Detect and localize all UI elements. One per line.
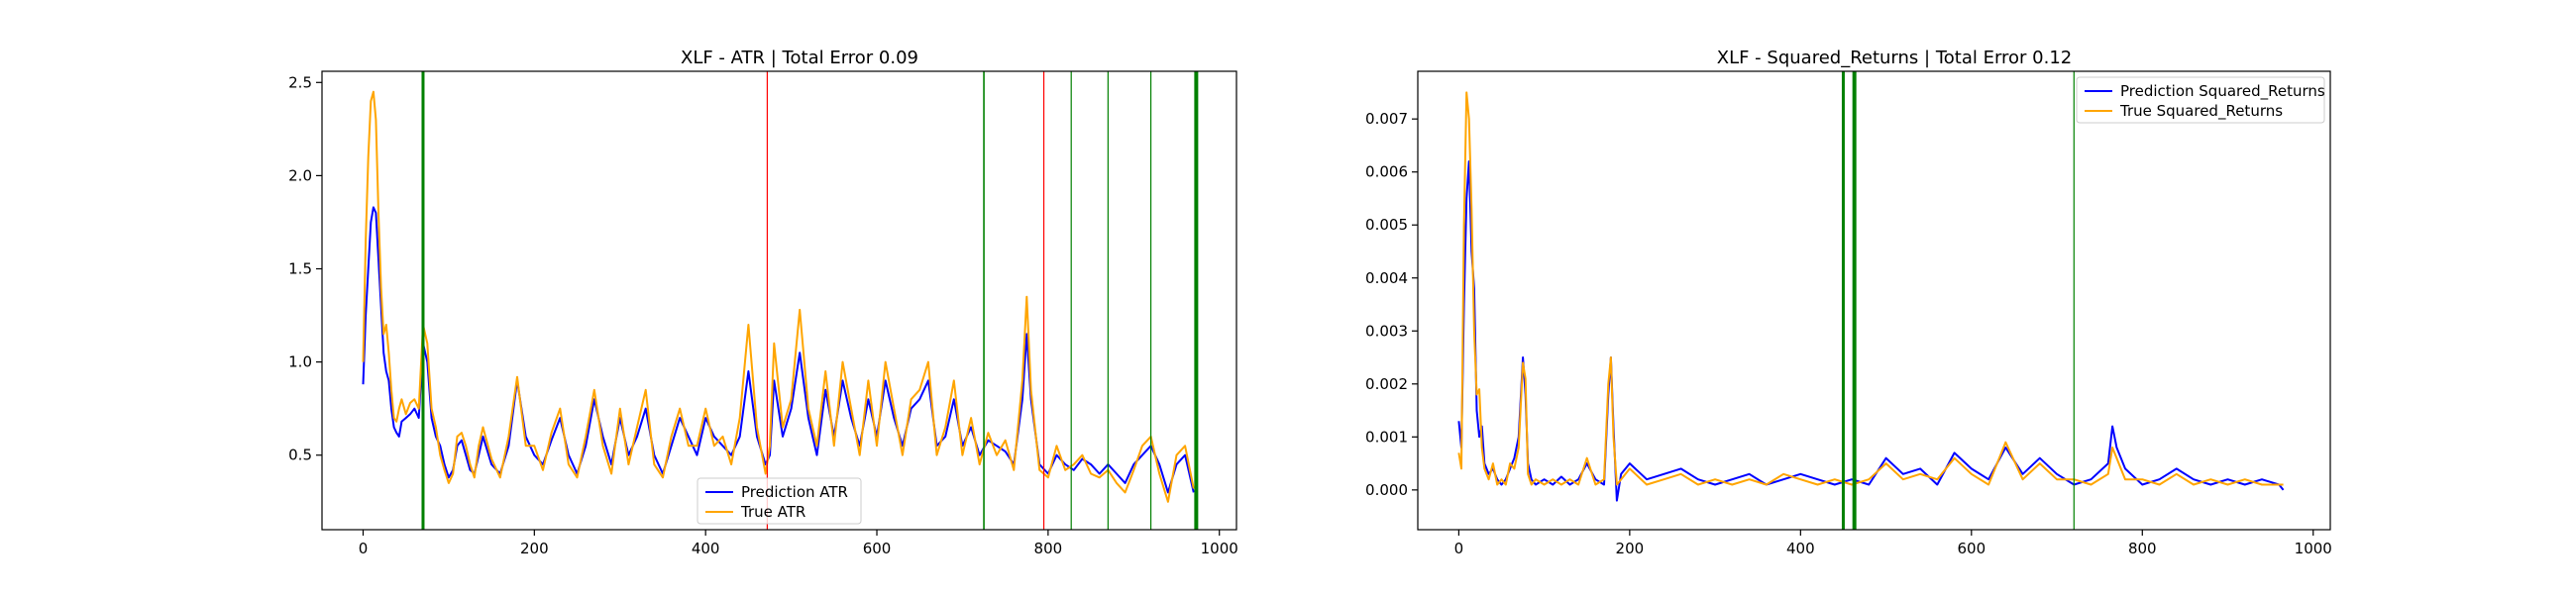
squared-returns-y-tick-label: 0.006 xyxy=(1365,163,1408,181)
atr-legend: Prediction ATR True ATR xyxy=(697,477,862,525)
squared-returns-series-prediction-line xyxy=(1457,160,2285,502)
squared-returns-x-tick-label: 200 xyxy=(1616,540,1645,557)
atr-x-tick-label: 600 xyxy=(863,540,892,557)
atr-legend-label: True ATR xyxy=(740,503,805,521)
atr-x-tick-label: 200 xyxy=(520,540,549,557)
squared-returns-y-tick-label: 0.004 xyxy=(1365,269,1408,287)
squared-returns-y-tick-label: 0.002 xyxy=(1365,375,1408,393)
atr-x-tick-label: 0 xyxy=(359,540,369,557)
atr-x-tick-label: 800 xyxy=(1034,540,1063,557)
squared-returns-chart-title: XLF - Squared_Returns | Total Error 0.12 xyxy=(1717,48,2073,68)
atr-y-tick-label: 0.5 xyxy=(288,447,312,464)
squared-returns-y-tick-label: 0.001 xyxy=(1365,428,1408,446)
squared-returns-y-tick-label: 0.005 xyxy=(1365,216,1408,234)
atr-x-tick-label: 1000 xyxy=(1201,540,1238,557)
squared-returns-x-tick-label: 400 xyxy=(1786,540,1815,557)
atr-plot-area xyxy=(362,71,1199,530)
atr-y-tick-label: 2.0 xyxy=(288,166,312,184)
atr-legend-label: Prediction ATR xyxy=(741,483,848,501)
atr-axes-frame xyxy=(321,70,1237,531)
squared-returns-y-tick-label: 0.007 xyxy=(1365,110,1408,128)
squared-returns-y-tick-label: 0.000 xyxy=(1365,481,1408,499)
squared-returns-x-tick-label: 1000 xyxy=(2295,540,2332,557)
atr-chart: XLF - ATR | Total Error 0.09 0 200 400 600 8… xyxy=(288,48,1238,557)
squared-returns-x-tick-label: 0 xyxy=(1454,540,1464,557)
atr-chart-title: XLF - ATR | Total Error 0.09 xyxy=(681,48,918,68)
squared-returns-legend-label: Prediction Squared_Returns xyxy=(2120,82,2325,101)
atr-y-tick-label: 1.5 xyxy=(288,260,312,278)
squared-returns-y-tick-label: 0.003 xyxy=(1365,322,1408,340)
atr-y-tick-label: 1.0 xyxy=(288,353,312,371)
atr-x-tick-label: 400 xyxy=(692,540,720,557)
squared-returns-chart: XLF - Squared_Returns | Total Error 0.12… xyxy=(1365,48,2332,557)
atr-y-tick-label: 2.5 xyxy=(288,73,312,91)
atr-legend-box xyxy=(697,477,862,525)
squared-returns-legend-box xyxy=(2076,76,2325,124)
squared-returns-x-tick-label: 800 xyxy=(2128,540,2157,557)
squared-returns-x-tick-label: 600 xyxy=(1957,540,1986,557)
squared-returns-axes-frame xyxy=(1417,70,2331,531)
squared-returns-plot-area xyxy=(1457,71,2285,530)
squared-returns-legend-label: True Squared_Returns xyxy=(2119,102,2283,121)
squared-returns-series-true-line xyxy=(1457,91,2284,486)
